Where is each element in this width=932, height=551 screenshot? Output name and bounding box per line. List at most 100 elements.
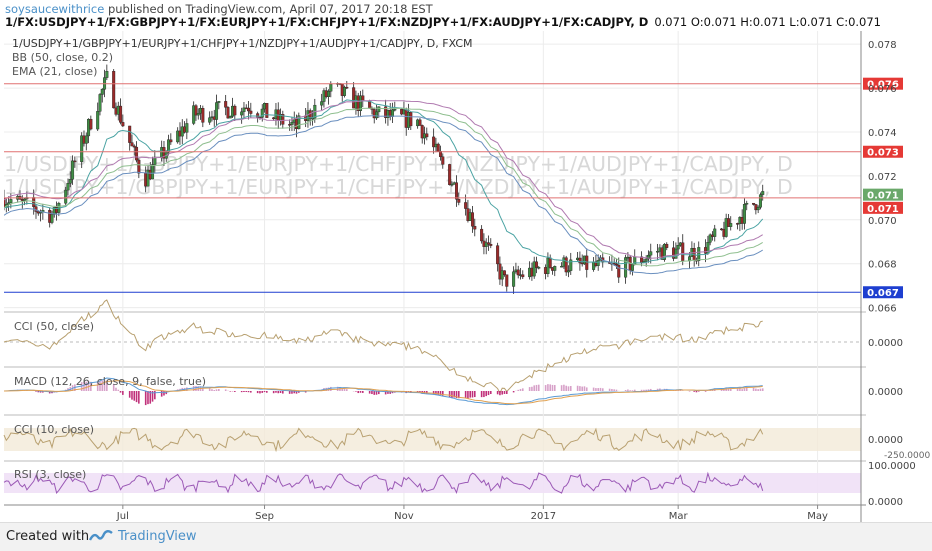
legend-bb: BB (50, close, 0.2) xyxy=(12,51,113,64)
candle-body xyxy=(361,95,365,101)
candle-body xyxy=(596,260,600,266)
time-tick-label: Jul xyxy=(116,511,129,522)
candle-body xyxy=(391,109,395,117)
candle-body xyxy=(617,264,621,278)
candle-body xyxy=(119,105,123,123)
created-with-text: Created with xyxy=(6,529,90,544)
candle-body xyxy=(208,117,212,123)
candle-body xyxy=(624,257,628,278)
candle-body xyxy=(521,274,525,278)
candle-body xyxy=(729,223,733,227)
tradingview-logo-icon[interactable] xyxy=(88,528,114,548)
candle-body xyxy=(100,89,104,95)
candle-body xyxy=(297,115,301,130)
price-chart[interactable]: 1/USDJPY+1/GBPJPY+1/EURJPY+1/CHFJPY+1/NZ… xyxy=(0,31,932,522)
candle-body xyxy=(260,108,264,118)
time-tick-label: Sep xyxy=(255,511,274,522)
candle-body xyxy=(64,189,68,204)
candle-body xyxy=(96,111,100,130)
candle-body xyxy=(585,255,589,270)
candle-body xyxy=(505,274,509,287)
price-level-tag-label: 0.073 xyxy=(867,148,899,159)
candle-body xyxy=(201,108,205,123)
candle-body xyxy=(105,71,109,78)
candle-body xyxy=(674,248,678,259)
pane-value-label: -250.0000 xyxy=(884,451,930,461)
candle-body xyxy=(224,101,228,108)
time-tick-label: Mar xyxy=(669,511,689,522)
bb-upper-line xyxy=(4,99,763,259)
cci10-line xyxy=(3,427,764,453)
publish-text: published on TradingView.com, April 07, … xyxy=(107,2,433,16)
candle-body xyxy=(290,122,294,125)
macd-label: MACD (12, 26, close, 9, false, true) xyxy=(14,375,206,388)
candle-body xyxy=(644,258,648,262)
candle-body xyxy=(457,199,461,203)
candle-body xyxy=(343,86,347,96)
candle-body xyxy=(288,124,292,126)
candle-body xyxy=(409,112,413,127)
candle-body xyxy=(450,184,454,186)
symbol-name: 1/FX:USDJPY+1/FX:GBPJPY+1/FX:EURJPY+1/FX… xyxy=(5,15,649,29)
candle-body xyxy=(470,212,474,227)
candle-body xyxy=(169,139,173,143)
price-tick-label: 0.076 xyxy=(868,84,897,95)
candle-body xyxy=(375,111,379,119)
price-tick-label: 0.074 xyxy=(868,128,897,139)
candle-body xyxy=(89,118,93,130)
candle-body xyxy=(23,198,27,201)
candle-body xyxy=(656,251,660,253)
candle-body xyxy=(132,145,136,148)
axes: 0.078 0.076 0.074 0.072 0.070 0.068 0.066 Jul Se… xyxy=(4,31,930,522)
candle-body xyxy=(73,160,77,163)
price-levels: 0.076 0.073 0.071 0.071 0.067 xyxy=(4,77,903,299)
candle-body xyxy=(196,113,200,116)
candle-body xyxy=(441,156,445,165)
legend-ema: EMA (21, close) xyxy=(12,65,97,78)
candle-body xyxy=(758,194,762,208)
time-tick-label: 2017 xyxy=(531,511,556,522)
candle-body xyxy=(662,243,666,260)
cci10-band xyxy=(4,428,861,451)
price-level-tag xyxy=(863,201,903,214)
candle-body xyxy=(484,242,488,247)
candle-body xyxy=(534,261,538,268)
candle-body xyxy=(681,242,685,262)
price-level-tag-label: 0.076 xyxy=(867,80,899,91)
candle-body xyxy=(745,202,749,205)
candle-body xyxy=(151,164,155,180)
candle-body xyxy=(425,133,429,138)
candle-body xyxy=(496,245,500,265)
candle-body xyxy=(436,143,440,152)
candle-body xyxy=(614,263,618,266)
candle-body xyxy=(359,95,363,111)
pane-value-label: 0.0000 xyxy=(868,435,903,446)
pane-value-label: 0.0000 xyxy=(868,497,903,508)
candle-body xyxy=(454,182,458,200)
price-tick-label: 0.078 xyxy=(868,40,897,51)
author-link[interactable]: soysaucewithrice xyxy=(5,2,105,16)
publish-info: soysaucewithrice published on TradingVie… xyxy=(5,2,433,16)
candle-body xyxy=(112,71,116,109)
candle-body xyxy=(432,136,436,148)
candle-body xyxy=(630,264,634,271)
candle-body xyxy=(713,228,717,237)
price-level-tag xyxy=(863,145,903,158)
candle-body xyxy=(420,125,424,139)
candle-body xyxy=(708,234,712,243)
candle-body xyxy=(176,130,180,143)
legend-title: 1/USDJPY+1/GBPJPY+1/EURJPY+1/CHFJPY+1/NZ… xyxy=(12,37,473,50)
candle-body xyxy=(345,86,349,89)
candle-body xyxy=(256,113,260,118)
candle-body xyxy=(320,101,324,106)
candle-body xyxy=(724,218,728,237)
candle-body xyxy=(377,106,381,113)
main-plot xyxy=(4,64,765,294)
tradingview-link[interactable]: TradingView xyxy=(118,529,197,544)
price-level-tag-label: 0.071 xyxy=(867,191,899,202)
candle-body xyxy=(569,259,573,271)
candle-body xyxy=(486,242,490,245)
pane-value-label: 100.0000 xyxy=(868,461,916,472)
candle-body xyxy=(553,266,557,271)
ohlc-values: 0.071 O:0.071 H:0.071 L:0.071 C:0.071 xyxy=(654,15,881,29)
